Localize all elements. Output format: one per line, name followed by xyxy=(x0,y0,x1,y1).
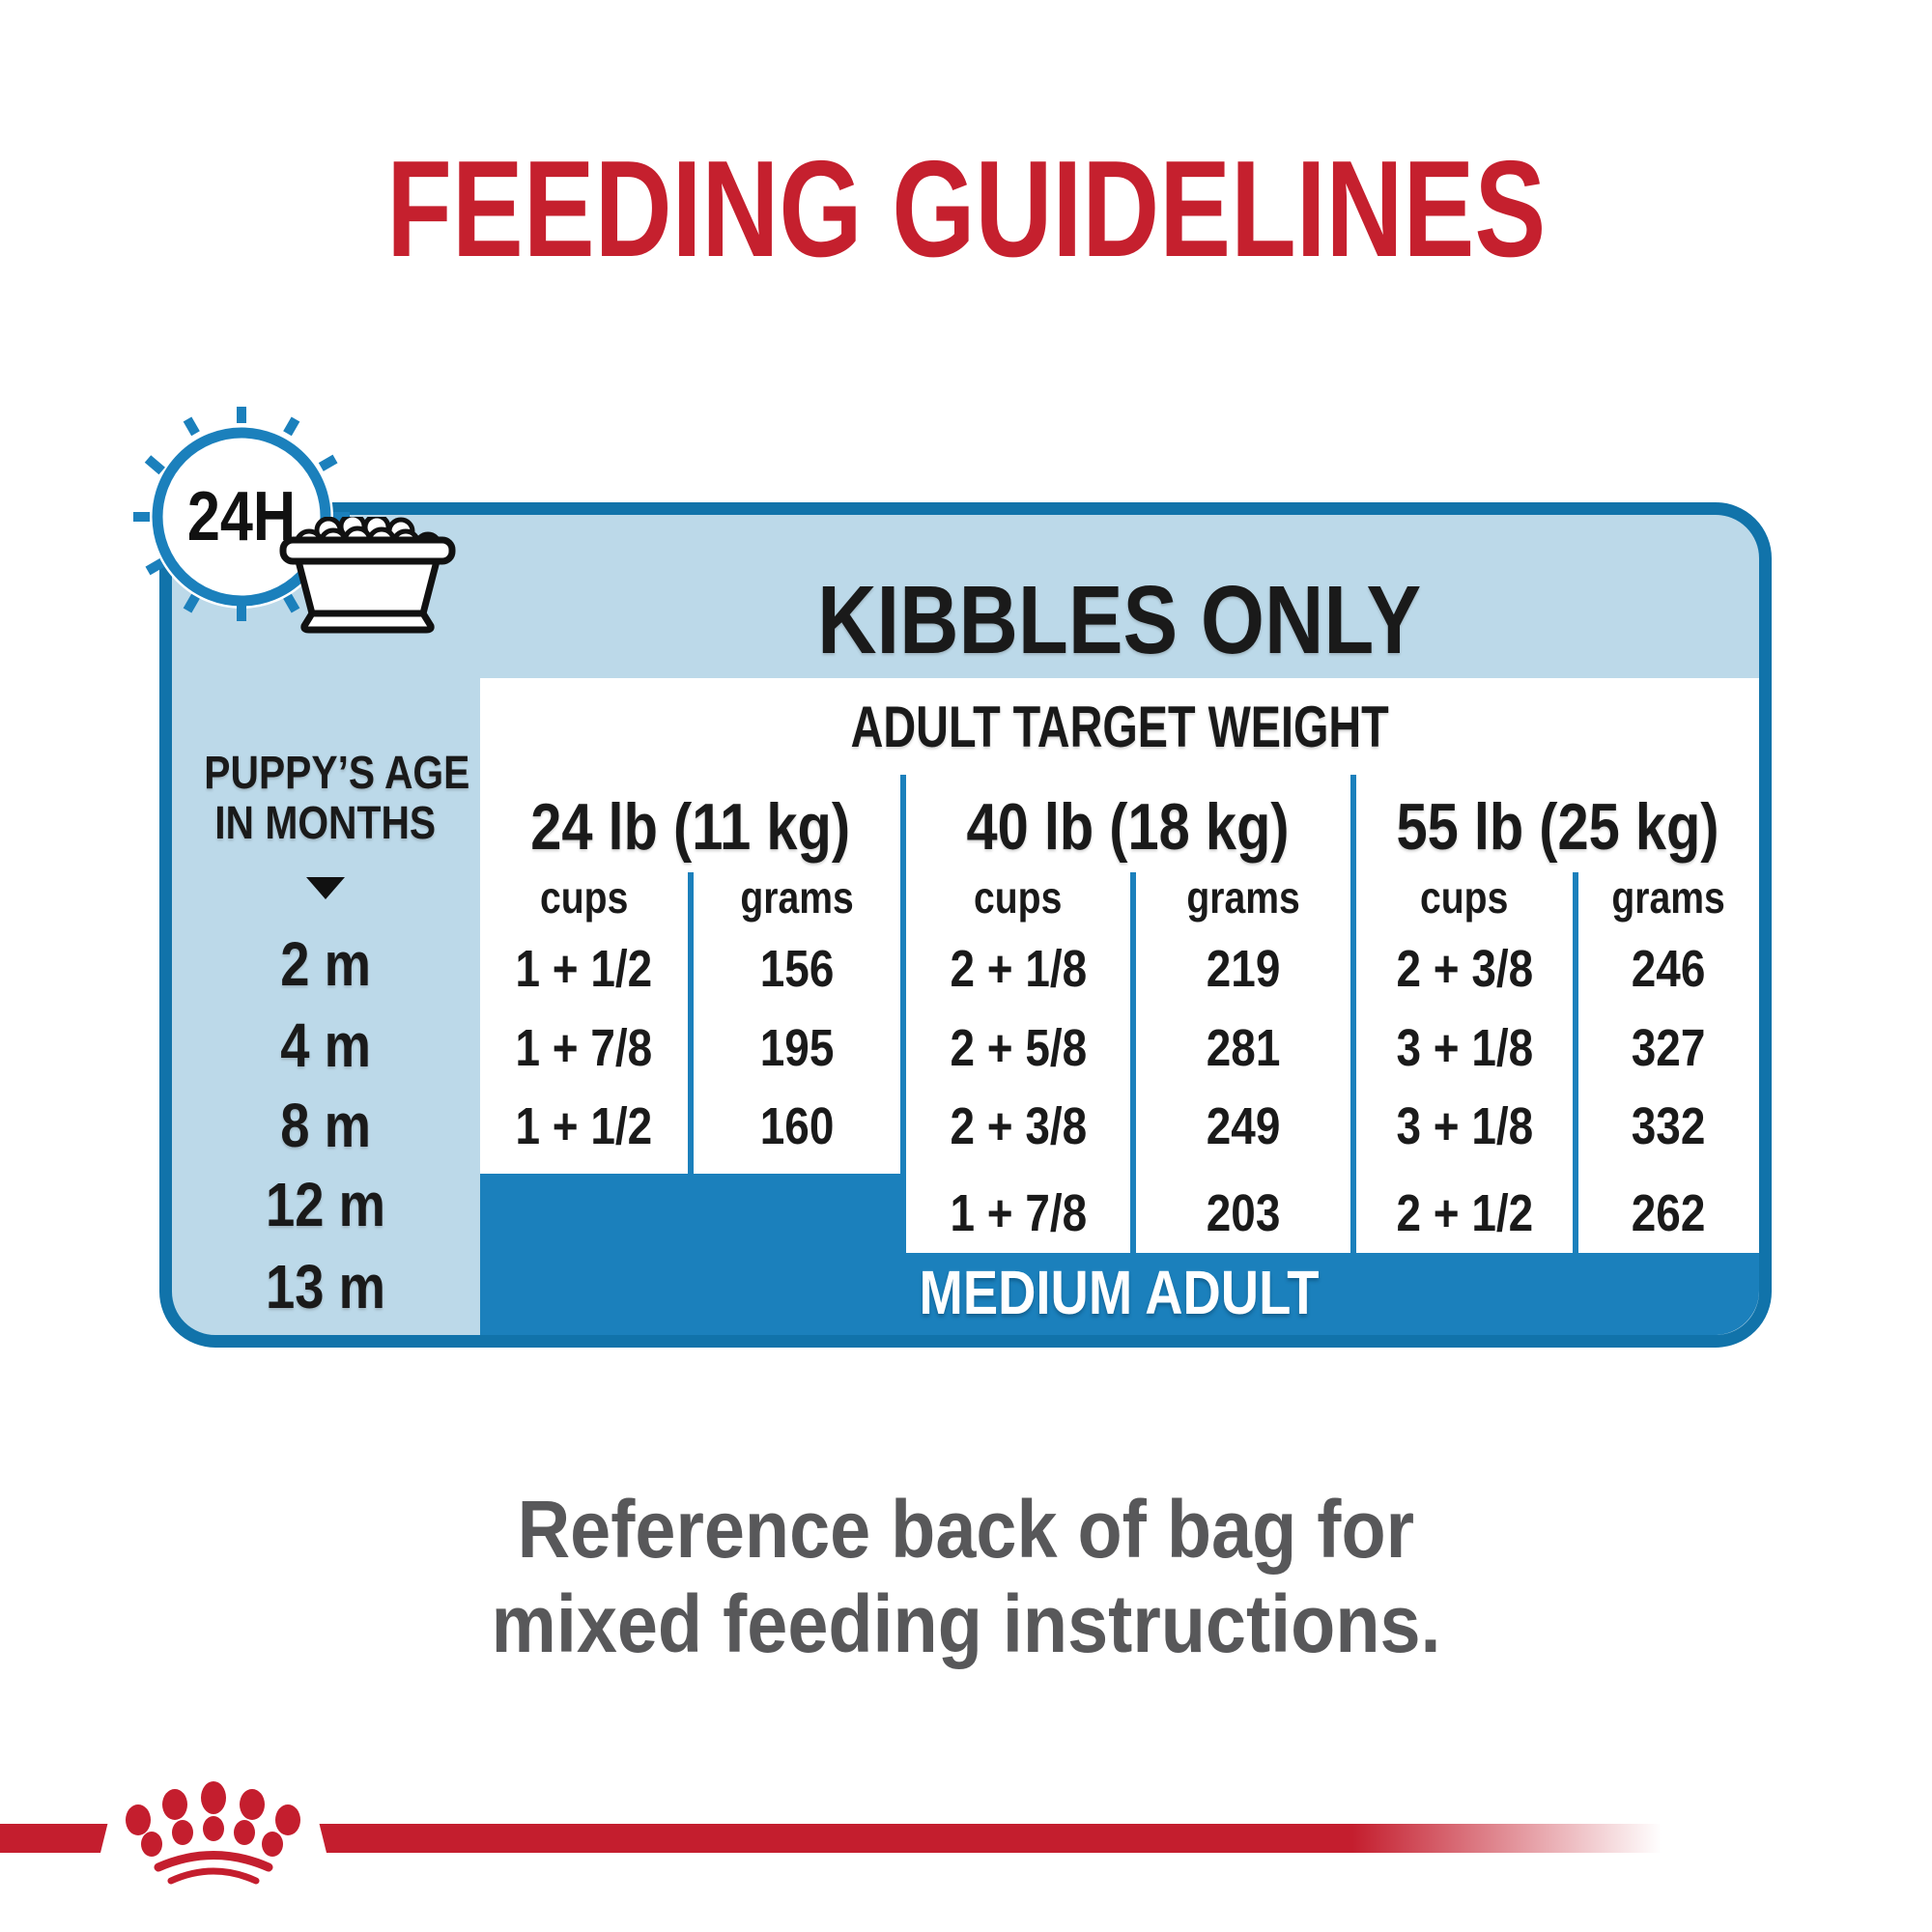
sublabel-40lb-cups: cups xyxy=(974,872,1063,923)
cell-2m-55lb-grams: 246 xyxy=(1632,940,1706,998)
crown-arcs xyxy=(154,1851,273,1885)
table-cell-12m-55lb-cups-bg xyxy=(1356,1174,1573,1253)
footer-note: Reference back of bag for mixed feeding … xyxy=(0,1482,1932,1671)
age-header-line1: PUPPY’S AGE xyxy=(204,748,470,799)
cell-8m-24lb-cups: 1 + 1/2 xyxy=(515,1097,653,1155)
age-row-12m: 12 m xyxy=(266,1170,385,1239)
cell-4m-40lb-grams: 281 xyxy=(1206,1019,1281,1077)
cell-2m-24lb-grams: 156 xyxy=(759,940,835,998)
cell-8m-55lb-grams: 332 xyxy=(1632,1097,1706,1155)
cell-8m-24lb-grams: 160 xyxy=(759,1097,835,1155)
age-row-2m: 2 m xyxy=(280,929,371,999)
cell-8m-55lb-cups: 3 + 1/8 xyxy=(1396,1097,1533,1155)
divider-group-40-55 xyxy=(1350,775,1356,1253)
page-title-text: FEEDING GUIDELINES xyxy=(385,132,1547,286)
cell-4m-55lb-cups: 3 + 1/8 xyxy=(1396,1019,1533,1077)
weight-label-55lb: 55 lb (25 kg) xyxy=(1396,790,1719,864)
cell-12m-40lb-cups: 1 + 7/8 xyxy=(950,1184,1087,1242)
table-cell-12m-40lb-grams-bg xyxy=(1136,1174,1350,1253)
food-bowl-icon xyxy=(279,517,456,634)
sublabel-24lb-cups: cups xyxy=(539,872,629,923)
kibbles-only-heading: KIBBLES ONLY xyxy=(817,566,1422,674)
divider-55lb-cups-grams xyxy=(1573,872,1578,1253)
bowl-body xyxy=(279,536,456,634)
age-row-13m: 13 m xyxy=(266,1252,385,1321)
cell-12m-55lb-cups: 2 + 1/2 xyxy=(1396,1184,1533,1242)
age-header-line2: IN MONTHS xyxy=(214,798,437,849)
clock-label-group: 24H xyxy=(187,478,296,555)
footer-note-line2: mixed feeding instructions. xyxy=(491,1578,1441,1669)
cell-8m-40lb-grams: 249 xyxy=(1206,1097,1281,1155)
weight-label-40lb: 40 lb (18 kg) xyxy=(966,790,1291,864)
age-row-4m: 4 m xyxy=(280,1010,371,1080)
table-cell-12m-40lb-cups-bg xyxy=(906,1174,1130,1253)
table-cell-12m-55lb-grams-bg xyxy=(1578,1174,1759,1253)
sublabel-55lb-grams: grams xyxy=(1611,872,1726,923)
cell-2m-40lb-grams: 219 xyxy=(1206,940,1281,998)
cell-4m-24lb-grams: 195 xyxy=(759,1019,835,1077)
sublabel-40lb-grams: grams xyxy=(1186,872,1300,923)
royal-canin-crown-logo xyxy=(126,1781,300,1885)
cell-2m-55lb-cups: 2 + 3/8 xyxy=(1396,940,1533,998)
crown-dots xyxy=(126,1781,300,1857)
page-title: FEEDING GUIDELINES xyxy=(0,137,1932,282)
weight-label-24lb: 24 lb (11 kg) xyxy=(530,790,850,864)
age-row-8m: 8 m xyxy=(280,1091,371,1160)
down-triangle-icon xyxy=(306,877,345,899)
cell-4m-40lb-cups: 2 + 5/8 xyxy=(950,1019,1087,1077)
cell-8m-40lb-cups: 2 + 3/8 xyxy=(950,1097,1087,1155)
cell-4m-55lb-grams: 327 xyxy=(1632,1019,1706,1077)
divider-group-24-40 xyxy=(900,775,906,1253)
adult-target-weight-heading: ADULT TARGET WEIGHT xyxy=(850,695,1389,759)
medium-adult-label: MEDIUM ADULT xyxy=(920,1258,1320,1327)
cell-2m-24lb-cups: 1 + 1/2 xyxy=(515,940,653,998)
divider-40lb-cups-grams xyxy=(1130,872,1136,1253)
cell-12m-40lb-grams: 203 xyxy=(1206,1184,1281,1242)
sublabel-24lb-grams: grams xyxy=(740,872,854,923)
cell-4m-24lb-cups: 1 + 7/8 xyxy=(515,1019,653,1077)
footer-note-line1: Reference back of bag for xyxy=(517,1484,1415,1575)
clock-24h-label: 24H xyxy=(187,478,296,555)
cell-12m-55lb-grams: 262 xyxy=(1632,1184,1706,1242)
divider-24lb-cups-grams xyxy=(688,872,694,1174)
cell-2m-40lb-cups: 2 + 1/8 xyxy=(950,940,1087,998)
sublabel-55lb-cups: cups xyxy=(1420,872,1509,923)
